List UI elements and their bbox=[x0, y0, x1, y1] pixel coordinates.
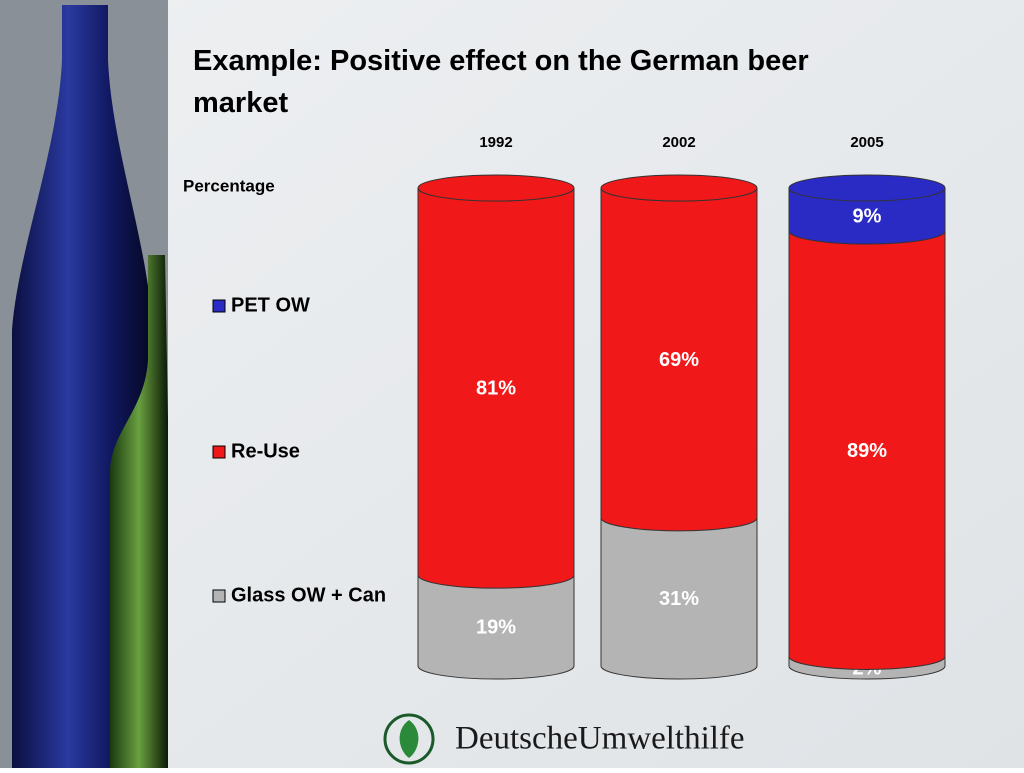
data-label: 81% bbox=[476, 378, 516, 400]
cylinder-cap bbox=[788, 174, 946, 202]
bar-segment bbox=[600, 187, 758, 532]
data-label: 89% bbox=[847, 440, 887, 462]
bar-segment bbox=[417, 574, 575, 680]
legend-swatch bbox=[212, 589, 226, 603]
legend-label: PET OW bbox=[231, 294, 310, 316]
x-tick-label: 2002 bbox=[662, 134, 695, 151]
title-line: Example: Positive effect on the German b… bbox=[193, 45, 809, 119]
data-label: 31% bbox=[659, 588, 699, 610]
logo-globe bbox=[383, 713, 435, 765]
legend-label: Glass OW + Can bbox=[231, 584, 386, 606]
x-tick-label: 2005 bbox=[850, 134, 883, 151]
legend-swatch bbox=[212, 299, 226, 313]
cylinder-cap bbox=[417, 174, 575, 202]
bar-segment bbox=[417, 187, 575, 589]
y-axis-label: Percentage bbox=[183, 176, 275, 195]
logo-leaf bbox=[399, 720, 419, 758]
logo-text: DeutscheUmwelthilfe bbox=[455, 721, 745, 757]
data-label: 69% bbox=[659, 349, 699, 371]
bar-segment bbox=[600, 517, 758, 680]
legend-label: Re-Use bbox=[231, 440, 300, 462]
data-label: 19% bbox=[476, 617, 516, 639]
data-label: 9% bbox=[853, 206, 882, 228]
x-tick-label: 1992 bbox=[479, 134, 512, 151]
cylinder-cap bbox=[600, 174, 758, 202]
green-bottle bbox=[110, 255, 168, 768]
bar-segment bbox=[788, 187, 946, 245]
logo: DeutscheUmwelthilfe bbox=[383, 713, 745, 765]
bar-segment bbox=[788, 230, 946, 670]
legend-swatch bbox=[212, 445, 226, 459]
